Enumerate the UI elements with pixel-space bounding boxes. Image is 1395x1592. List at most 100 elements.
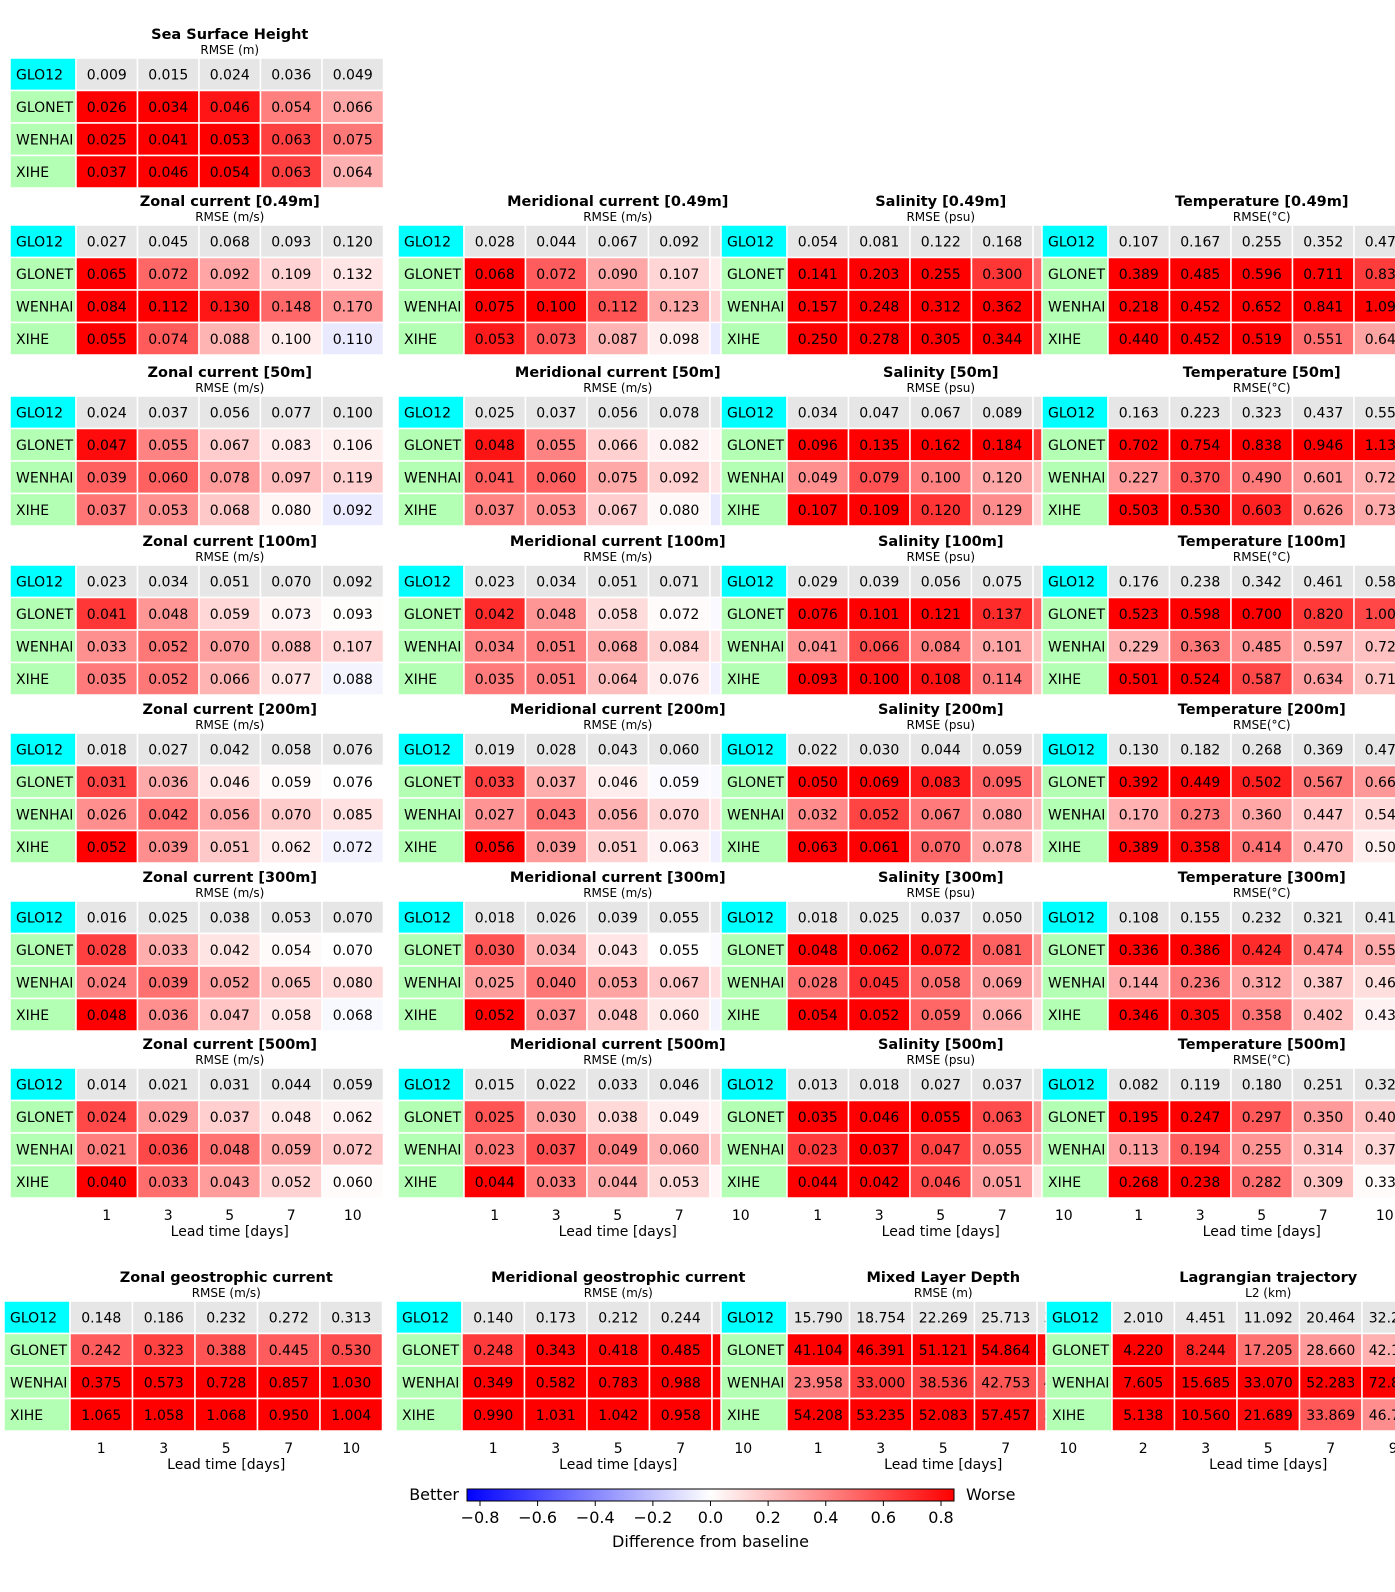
cell-value: 0.070: [333, 910, 373, 926]
cell-value: 0.140: [473, 1310, 513, 1326]
model-label: WENHAI: [1048, 639, 1105, 655]
heatmap-cell: [259, 1132, 323, 1167]
heatmap-cell: [786, 1397, 851, 1432]
cell-value: 0.030: [859, 742, 899, 758]
model-label-cell: [720, 492, 788, 527]
x-tick-label: 5: [936, 1208, 945, 1224]
cell-value: 0.036: [148, 1142, 188, 1158]
model-label: WENHAI: [727, 1375, 784, 1391]
cell-value: 0.312: [1242, 975, 1282, 991]
cell-value: 0.062: [859, 943, 899, 959]
cell-value: 0.370: [1180, 470, 1220, 486]
heatmap-cell: [1353, 321, 1395, 356]
heatmap-cell: [463, 1164, 527, 1199]
cell-value: 0.414: [1242, 840, 1282, 856]
heatmap-cell: [321, 829, 385, 864]
cell-value: 0.028: [87, 943, 127, 959]
cell-value: 0.046: [598, 775, 638, 791]
cell-value: 0.041: [87, 607, 127, 623]
heatmap-cell: [970, 661, 1034, 696]
cell-value: 0.047: [859, 405, 899, 421]
heatmap-cell: [586, 629, 650, 664]
cell-value: 0.070: [921, 840, 961, 856]
model-label-cell: [720, 1067, 788, 1102]
heatmap-cell: [970, 1132, 1034, 1167]
x-tick-label: 7: [287, 1208, 296, 1224]
heatmap-panel: Temperature [200m]RMSE(°C) GLO12 0.130 0.18…: [1041, 702, 1395, 864]
heatmap-cell: [524, 829, 588, 864]
cell-value: 0.078: [210, 470, 250, 486]
model-label-cell: [1045, 1332, 1113, 1367]
heatmap-cell: [970, 1099, 1034, 1134]
heatmap-cell: [1168, 564, 1232, 599]
cell-value: 0.107: [333, 639, 373, 655]
cell-value: 0.123: [659, 299, 699, 315]
panel-title: Salinity [300m]: [878, 870, 1004, 886]
panel-title: Sea Surface Height: [151, 27, 308, 43]
model-label: GLONET: [1048, 607, 1105, 623]
cell-value: 0.652: [1242, 299, 1282, 315]
heatmap-cell: [973, 1397, 1038, 1432]
heatmap-cell: [136, 829, 200, 864]
cell-value: 0.075: [982, 574, 1022, 590]
cell-value: 0.055: [148, 438, 188, 454]
heatmap-cell: [75, 1067, 139, 1102]
cell-value: 0.056: [598, 405, 638, 421]
colorbar: [466, 1488, 955, 1502]
heatmap-cell: [1353, 629, 1395, 664]
cell-value: 0.415: [1365, 910, 1395, 926]
heatmap-cell: [524, 564, 588, 599]
cell-value: 0.045: [148, 234, 188, 250]
model-label: GLO12: [404, 910, 451, 926]
model-label: WENHAI: [727, 975, 784, 991]
cell-value: 0.037: [921, 910, 961, 926]
model-label-cell: [1041, 1099, 1109, 1134]
colorbar-better-label: Better: [409, 1485, 459, 1504]
cell-value: 0.088: [271, 639, 311, 655]
model-label-cell: [720, 1332, 788, 1367]
heatmap-cell: [786, 395, 850, 430]
heatmap-cell: [136, 764, 200, 799]
heatmap-cell: [909, 596, 973, 631]
heatmap-cell: [909, 1132, 973, 1167]
cell-value: 0.389: [1119, 267, 1159, 283]
cell-value: 0.388: [206, 1343, 246, 1359]
cell-value: 0.052: [210, 975, 250, 991]
heatmap-cell: [75, 154, 139, 189]
cell-value: 0.009: [87, 67, 127, 83]
x-tick-label: 9: [1389, 1441, 1395, 1457]
x-axis-label: Lead time [days]: [1203, 1224, 1321, 1240]
model-label-cell: [397, 997, 465, 1032]
cell-value: 0.033: [87, 639, 127, 655]
heatmap-panel: Zonal current [100m]RMSE (m/s) GLO12 0.023…: [9, 534, 385, 696]
heatmap-cell: [198, 661, 262, 696]
heatmap-cell: [786, 492, 850, 527]
cell-value: 0.634: [1303, 672, 1343, 688]
model-label: GLONET: [16, 438, 73, 454]
cell-value: 0.087: [598, 332, 638, 348]
model-label-cell: [1041, 661, 1109, 696]
cell-value: 0.046: [921, 1175, 961, 1191]
heatmap-cell: [847, 732, 911, 767]
cell-value: 52.283: [1306, 1375, 1355, 1391]
heatmap-cell: [321, 629, 385, 664]
x-tick-label: 3: [876, 1441, 885, 1457]
model-label: GLO12: [727, 574, 774, 590]
heatmap-cell: [198, 1132, 262, 1167]
heatmap-cell: [75, 764, 139, 799]
cell-value: 0.056: [475, 840, 515, 856]
model-label: GLONET: [404, 775, 461, 791]
heatmap-cell: [136, 224, 200, 259]
cell-value: 0.369: [1303, 742, 1343, 758]
cell-value: 0.469: [1365, 975, 1395, 991]
model-label: GLONET: [1048, 775, 1105, 791]
heatmap-cell: [1353, 829, 1395, 864]
x-tick-label: 5: [614, 1441, 623, 1457]
x-tick-label: 3: [164, 1208, 173, 1224]
cell-value: 0.112: [598, 299, 638, 315]
heatmap-cell: [321, 900, 385, 935]
model-label: GLONET: [727, 775, 784, 791]
cell-value: 46.391: [856, 1343, 905, 1359]
panel-title: Zonal geostrophic current: [120, 1270, 333, 1286]
